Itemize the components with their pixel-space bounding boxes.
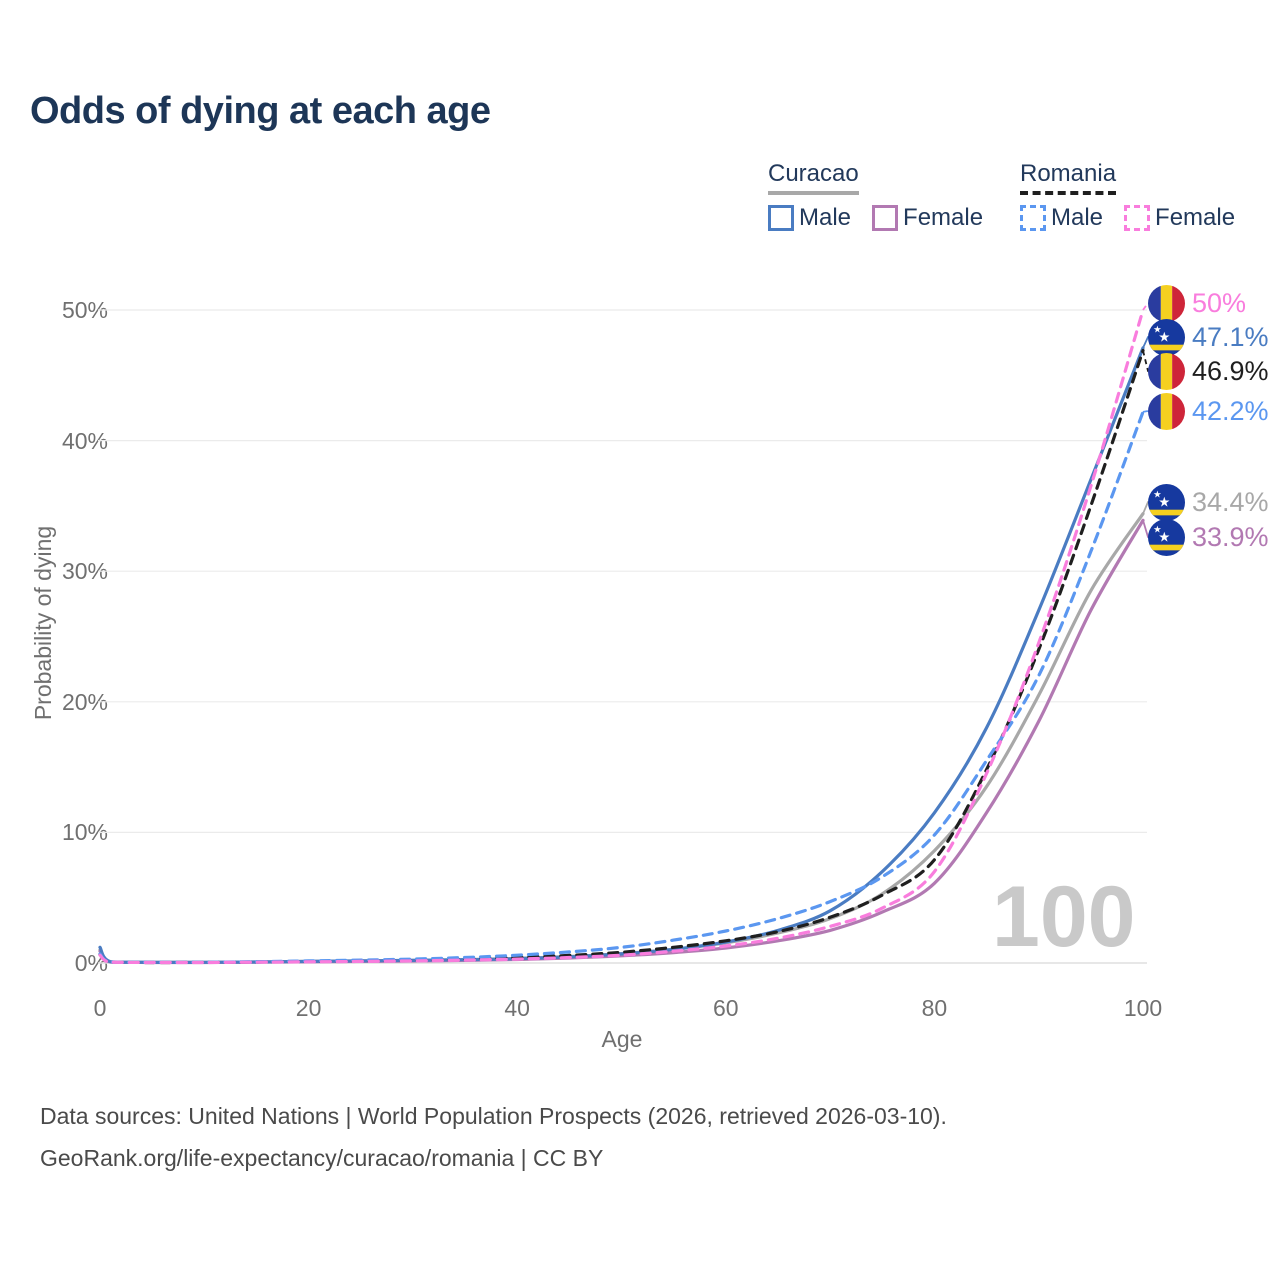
end-label-value: 33.9%: [1192, 522, 1269, 552]
x-tick-0: 0: [93, 995, 107, 1021]
curacao-flag-icon: ★★: [1148, 484, 1185, 521]
legend-group-romania: Romania Male Female: [1020, 160, 1235, 232]
end-label-value: 46.9%: [1192, 356, 1269, 386]
end-label-value: 47.1%: [1192, 322, 1269, 352]
end-label-romania-both: 46.9%: [1148, 353, 1269, 390]
series-line-romania-both[interactable]: [98, 348, 1145, 965]
svg-text:★: ★: [1158, 495, 1170, 510]
x-tick-20: 20: [295, 995, 322, 1021]
series-line-curacao-both[interactable]: [98, 512, 1145, 964]
series-line-curacao-female[interactable]: [98, 518, 1145, 965]
svg-text:★: ★: [1153, 524, 1161, 534]
curacao-flag-icon: ★★: [1148, 319, 1185, 356]
series-line-romania-male[interactable]: [98, 410, 1145, 964]
legend-swatch-curacao-male[interactable]: [768, 205, 794, 231]
x-tick-80: 80: [921, 995, 948, 1021]
legend-swatch-romania-female[interactable]: [1124, 205, 1151, 231]
end-label-value: 50%: [1192, 288, 1247, 318]
legend-swatch-curacao-female[interactable]: [872, 205, 899, 231]
legend-label-romania-female[interactable]: Female: [1155, 204, 1236, 231]
x-tick-60: 60: [713, 995, 739, 1021]
romania-flag-icon: [1148, 353, 1185, 390]
svg-text:★: ★: [1153, 324, 1161, 334]
label-leader-line: [1142, 350, 1153, 372]
curacao-flag-icon: ★★: [1148, 519, 1185, 556]
footer-data-sources: Data sources: United Nations | World Pop…: [40, 1103, 947, 1129]
label-leader-line: [1142, 410, 1153, 413]
series-line-romania-female[interactable]: [98, 308, 1145, 965]
x-axis-title: Age: [601, 1026, 643, 1052]
romania-flag-icon: [1148, 393, 1185, 430]
legend-group-curacao: Curacao Male Female: [768, 160, 983, 232]
legend-label-curacao-female[interactable]: Female: [903, 204, 984, 231]
end-label-value: 34.4%: [1192, 487, 1269, 517]
footer-attribution-link: GeoRank.org/life-expectancy/curacao/roma…: [40, 1145, 604, 1171]
end-label-romania-female: 50%: [1148, 285, 1246, 322]
svg-text:★: ★: [1153, 489, 1161, 499]
end-label-romania-male: 42.2%: [1148, 393, 1269, 430]
end-label-curacao-both: ★ ★ 34.4%: [1148, 484, 1269, 521]
end-label-curacao-male: ★ ★ 47.1%: [1148, 319, 1269, 356]
legend-label-curacao-male[interactable]: Male: [799, 204, 852, 231]
legend-header-curacao[interactable]: Curacao: [768, 160, 859, 195]
legend-swatch-romania-male[interactable]: [1020, 205, 1046, 231]
end-label-curacao-female: ★ ★ 33.9%: [1148, 519, 1269, 556]
x-tick-100: 100: [1123, 995, 1163, 1021]
hovered-age-watermark: 100: [992, 869, 1136, 965]
romania-flag-icon: [1148, 285, 1185, 322]
legend-header-romania[interactable]: Romania: [1020, 160, 1117, 195]
x-tick-40: 40: [504, 995, 530, 1021]
svg-text:★: ★: [1158, 530, 1170, 545]
end-label-value: 42.2%: [1192, 396, 1269, 426]
svg-text:★: ★: [1158, 330, 1170, 345]
legend-label-romania-male[interactable]: Male: [1051, 204, 1104, 231]
page-title: Odds of dying at each age: [30, 90, 491, 132]
